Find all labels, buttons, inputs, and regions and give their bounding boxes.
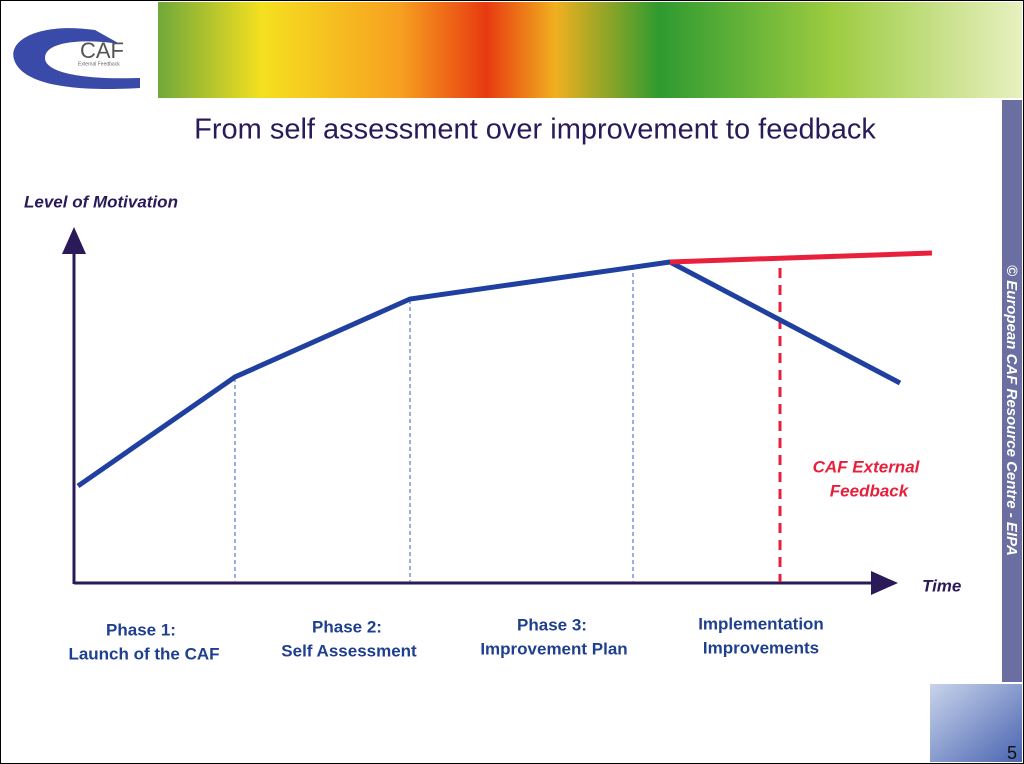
phase-label: Improvement Plan: [480, 639, 627, 658]
phase-label: Phase 2:: [312, 617, 382, 636]
phase-label: Self Assessment: [281, 641, 417, 660]
page-number: 5: [1007, 743, 1017, 763]
logo-text: CAF: [80, 38, 124, 63]
feedback-line: [669, 250, 933, 265]
side-bar: [1002, 100, 1022, 682]
phase-label: Improvements: [703, 638, 819, 657]
logo-subtitle: External Feedback: [78, 61, 120, 67]
logo: CAF External Feedback: [13, 28, 140, 89]
x-axis-label: Time: [922, 576, 961, 595]
corner-image: [930, 684, 1022, 762]
phase-dividers: [234, 266, 634, 582]
phase-label: Launch of the CAF: [68, 644, 219, 663]
phase-label: Implementation: [698, 614, 824, 633]
header-band: [158, 2, 1022, 98]
slide-title: From self assessment over improvement to…: [194, 114, 876, 146]
y-axis-label: Level of Motivation: [24, 192, 178, 211]
motivation-line: [76, 259, 902, 489]
annotation: Feedback: [830, 481, 910, 500]
phase-label: Phase 3:: [517, 615, 587, 634]
annotation: CAF External: [813, 457, 921, 476]
side-text: © European CAF Resource Centre - EIPA: [1003, 265, 1020, 556]
phase-label: Phase 1:: [106, 620, 176, 639]
